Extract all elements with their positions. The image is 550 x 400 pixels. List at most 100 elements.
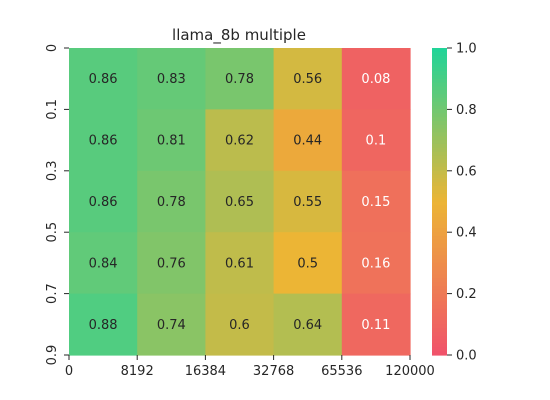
- colorbar-segment: [432, 63, 447, 68]
- colorbar-segment: [432, 117, 447, 122]
- y-tick-label: 0.5: [45, 222, 60, 243]
- colorbar-segment: [432, 301, 447, 306]
- x-tick-label: 32768: [253, 364, 294, 379]
- cell-value-label: 0.86: [89, 134, 118, 149]
- heatmap-cell: [137, 48, 206, 110]
- x-tick-label: 65536: [321, 364, 362, 379]
- colorbar-segment: [432, 270, 447, 276]
- colorbar-tick-label: 0.6: [456, 164, 477, 179]
- colorbar-segment: [432, 147, 447, 153]
- colorbar-segment: [432, 316, 447, 322]
- cell-value-label: 0.86: [89, 195, 118, 210]
- colorbar-segment: [432, 109, 447, 114]
- colorbar-segment: [432, 193, 447, 199]
- heatmap-cell: [341, 232, 411, 295]
- colorbar-segment: [432, 224, 447, 229]
- cell-value-label: 0.78: [157, 195, 186, 210]
- cell-value-label: 0.74: [157, 318, 186, 333]
- colorbar-segment: [432, 232, 447, 237]
- x-tick-label: 120000: [385, 364, 435, 379]
- y-tick-label: 0.1: [45, 99, 60, 120]
- colorbar-segment: [432, 74, 447, 80]
- colorbar-segment: [432, 159, 447, 164]
- colorbar-segment: [432, 205, 447, 210]
- colorbar-segment: [432, 266, 447, 272]
- x-tick-label: 0: [65, 364, 73, 379]
- colorbar-segment: [432, 189, 447, 195]
- colorbar-segment: [432, 128, 447, 134]
- colorbar-segment: [432, 182, 447, 187]
- cell-value-label: 0.16: [361, 256, 390, 271]
- cell-value-label: 0.61: [225, 256, 254, 271]
- heatmap-cell: [205, 170, 275, 233]
- colorbar-segment: [432, 213, 447, 218]
- colorbar-segment: [432, 48, 447, 53]
- colorbar-segment: [432, 259, 447, 264]
- heatmap-cell: [205, 293, 275, 356]
- colorbar-segment: [432, 55, 447, 61]
- heatmap-cell: [137, 293, 206, 356]
- colorbar-tick-label: 0.4: [456, 226, 477, 241]
- colorbar-segment: [432, 220, 447, 226]
- heatmap-cell: [273, 48, 343, 110]
- y-tick-label: 0.3: [45, 160, 60, 181]
- cell-value-label: 0.11: [361, 318, 390, 333]
- heatmap-cell: [69, 109, 138, 172]
- colorbar-segment: [432, 285, 447, 291]
- colorbar-segment: [432, 186, 447, 191]
- colorbar-tick-label: 1.0: [456, 42, 477, 57]
- cell-value-label: 0.78: [225, 72, 254, 87]
- colorbar-segment: [432, 90, 447, 95]
- y-tick-label: 0.9: [45, 345, 60, 366]
- cell-value-label: 0.76: [157, 256, 186, 271]
- heatmap-cell: [273, 293, 343, 356]
- heatmap-cell: [341, 109, 411, 172]
- heatmap-cell: [273, 232, 343, 295]
- colorbar-segment: [432, 239, 447, 245]
- colorbar-segment: [432, 289, 447, 295]
- heatmap-cell: [273, 109, 343, 172]
- heatmap-cell: [69, 170, 138, 233]
- heatmap-cell: [69, 48, 138, 110]
- colorbar-segment: [432, 247, 447, 252]
- colorbar-segment: [432, 197, 447, 203]
- colorbar-segment: [432, 339, 447, 345]
- cell-value-label: 0.56: [293, 72, 322, 87]
- colorbar-segment: [432, 86, 447, 91]
- heatmap-cell: [205, 48, 275, 110]
- y-tick-label: 0: [45, 44, 60, 52]
- cell-value-label: 0.65: [225, 195, 254, 210]
- cell-value-label: 0.62: [225, 134, 254, 149]
- colorbar-segment: [432, 105, 447, 110]
- heatmap-cell: [137, 170, 206, 233]
- x-tick-label: 16384: [185, 364, 226, 379]
- x-axis: 0 8192 16384 32768 65536 120000: [65, 355, 435, 379]
- colorbar-segment: [432, 174, 447, 180]
- colorbar-segment: [432, 94, 447, 99]
- colorbar-segment: [432, 113, 447, 118]
- heatmap-cells: 0.86 0.83 0.78 0.56 0.08 0.86 0.81 0.62 0.44 0.1 0…: [69, 48, 411, 356]
- colorbar-segment: [432, 216, 447, 222]
- colorbar-segment: [432, 97, 447, 103]
- colorbar-segment: [432, 255, 447, 260]
- colorbar-segment: [432, 243, 447, 249]
- colorbar: 0.0 0.2 0.4 0.6 0.8 1.0: [432, 42, 477, 364]
- colorbar-segment: [432, 274, 447, 279]
- colorbar-segment: [432, 328, 447, 333]
- cell-value-label: 0.64: [293, 318, 322, 333]
- cell-value-label: 0.6: [229, 318, 250, 333]
- colorbar-tick-label: 0.0: [456, 349, 477, 364]
- colorbar-segment: [432, 59, 447, 64]
- colorbar-segment: [432, 163, 447, 168]
- colorbar-segment: [432, 278, 447, 283]
- colorbar-segment: [432, 78, 447, 84]
- colorbar-segment: [432, 343, 447, 348]
- colorbar-segment: [432, 282, 447, 287]
- colorbar-segment: [432, 82, 447, 87]
- colorbar-segment: [432, 293, 447, 299]
- cell-value-label: 0.44: [293, 134, 322, 149]
- colorbar-segment: [432, 140, 447, 145]
- colorbar-segment: [432, 209, 447, 214]
- colorbar-segment: [432, 67, 447, 72]
